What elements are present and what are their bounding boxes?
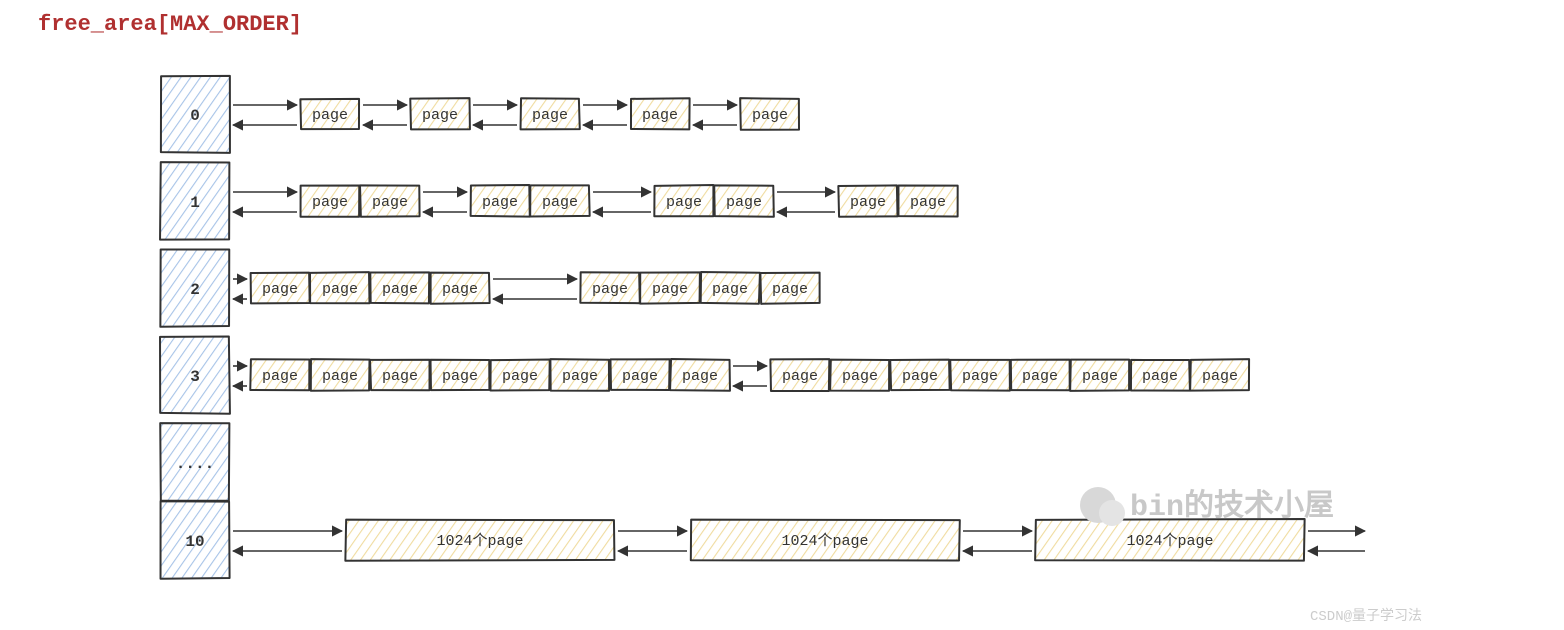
page-label: page bbox=[622, 368, 658, 385]
index-label: 0 bbox=[190, 107, 200, 125]
page-label: page bbox=[422, 107, 458, 124]
page-label: page bbox=[726, 194, 762, 211]
page-label: page bbox=[262, 368, 298, 385]
page-label: page bbox=[666, 194, 702, 211]
page-label: page bbox=[442, 368, 478, 385]
page-label: page bbox=[652, 281, 688, 298]
page-label: page bbox=[682, 368, 718, 385]
page-label: page bbox=[372, 194, 408, 211]
page-label: page bbox=[322, 368, 358, 385]
page-label: page bbox=[262, 281, 298, 298]
page-label: page bbox=[382, 281, 418, 298]
page-label: page bbox=[772, 281, 808, 298]
page-label: page bbox=[532, 107, 568, 124]
page-label: page bbox=[712, 281, 748, 298]
page-label: page bbox=[322, 281, 358, 298]
page-label: page bbox=[1202, 368, 1238, 385]
watermark-1: bin的技术小屋 bbox=[1130, 489, 1334, 525]
diagram-title: free_area[MAX_ORDER] bbox=[38, 12, 302, 37]
page-label: 1024个page bbox=[1126, 532, 1213, 550]
page-label: page bbox=[562, 368, 598, 385]
index-label: 2 bbox=[190, 281, 200, 299]
page-label: 1024个page bbox=[436, 532, 523, 550]
page-label: page bbox=[1082, 368, 1118, 385]
watermark-2: CSDN@量子学习法 bbox=[1310, 608, 1422, 625]
page-label: page bbox=[312, 194, 348, 211]
page-label: 1024个page bbox=[781, 532, 868, 550]
page-label: page bbox=[502, 368, 538, 385]
page-label: page bbox=[850, 194, 886, 211]
page-label: page bbox=[752, 107, 788, 124]
row-....: .... bbox=[160, 423, 229, 501]
row-0: 0 page page page page page bbox=[161, 76, 799, 153]
page-label: page bbox=[962, 368, 998, 385]
row-2: 2 page page page page page page page page bbox=[160, 249, 819, 326]
page-label: page bbox=[482, 194, 518, 211]
index-label: 10 bbox=[185, 533, 204, 551]
row-3: 3 page page page page page page page page page pag… bbox=[160, 336, 1249, 413]
page-label: page bbox=[642, 107, 678, 124]
page-label: page bbox=[782, 368, 818, 385]
page-label: page bbox=[592, 281, 628, 298]
index-label: .... bbox=[176, 455, 214, 473]
page-label: page bbox=[312, 107, 348, 124]
page-label: page bbox=[902, 368, 938, 385]
page-label: page bbox=[382, 368, 418, 385]
page-label: page bbox=[442, 281, 478, 298]
row-1: 1 page page page page page page page page bbox=[160, 162, 958, 240]
page-label: page bbox=[910, 194, 946, 211]
page-label: page bbox=[1142, 368, 1178, 385]
page-label: page bbox=[1022, 368, 1058, 385]
page-label: page bbox=[842, 368, 878, 385]
index-label: 3 bbox=[190, 368, 200, 386]
wechat-icon bbox=[1099, 500, 1125, 526]
index-label: 1 bbox=[190, 194, 200, 212]
page-label: page bbox=[542, 194, 578, 211]
